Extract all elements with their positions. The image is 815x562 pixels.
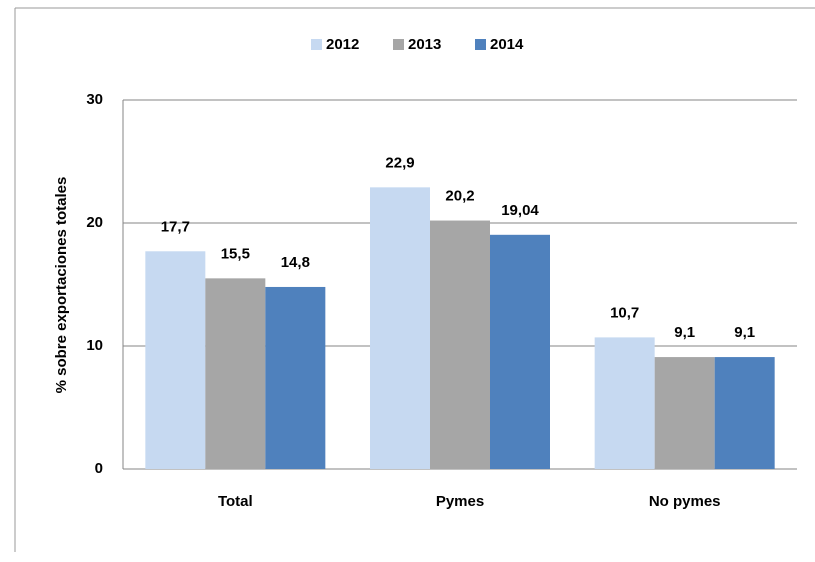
data-label: 15,5 [221,245,250,262]
bar [205,278,266,469]
data-label: 9,1 [734,324,755,341]
x-tick-label: Pymes [436,493,484,510]
y-tick-label: 20 [86,214,103,231]
data-label: 22,9 [385,154,414,171]
data-label: 9,1 [674,324,695,341]
legend-label: 2013 [408,36,441,53]
legend-label: 2014 [490,36,524,53]
data-label: 20,2 [445,188,474,205]
x-tick-label: No pymes [649,493,721,510]
bar [145,251,206,469]
legend-swatch [393,39,404,50]
y-tick-label: 10 [86,337,103,354]
bar [594,337,655,469]
data-label: 17,7 [161,218,190,235]
bar [490,234,550,469]
legend-label: 2012 [326,36,359,53]
bar [265,286,326,469]
y-tick-label: 30 [86,91,103,108]
bar [654,357,715,469]
bar [714,357,775,469]
x-tick-label: Total [218,493,253,510]
data-label: 10,7 [610,304,639,321]
data-label: 14,8 [281,254,310,271]
legend-swatch [311,39,322,50]
y-axis-label: % sobre exportaciones totales [53,177,70,394]
bar [430,220,490,469]
data-label: 19,04 [501,202,539,219]
legend-swatch [475,39,486,50]
bar [370,187,430,469]
y-tick-label: 0 [95,460,103,477]
